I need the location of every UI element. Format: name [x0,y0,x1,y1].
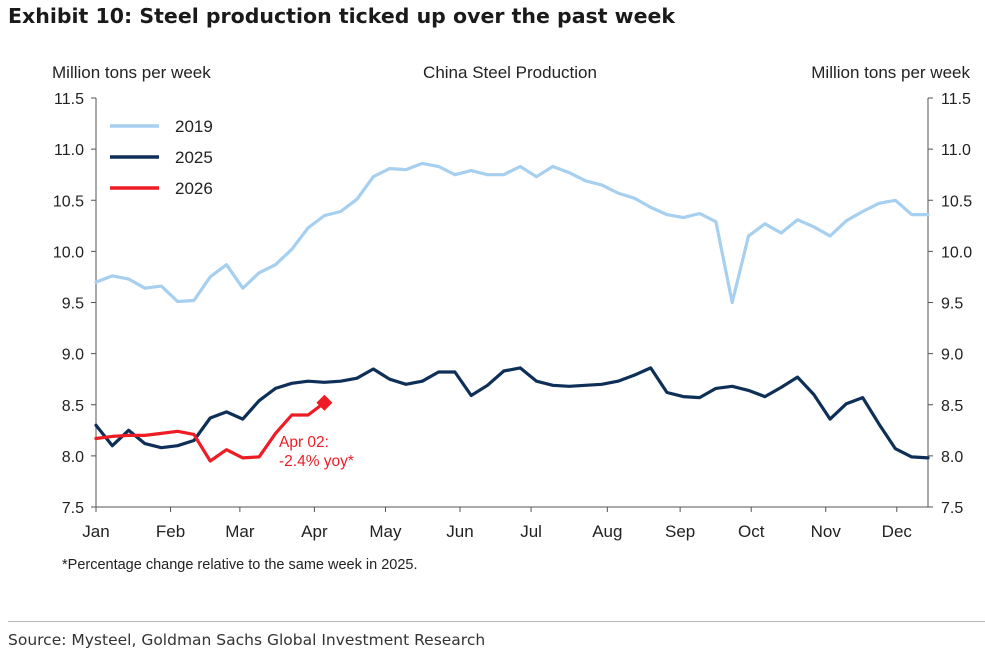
x-tick-label-apr: Apr [301,522,328,541]
x-tick-label-nov: Nov [811,522,842,541]
y-tick-label-right: 8.5 [941,398,963,415]
y-tick-label-left: 11.5 [54,91,84,108]
x-tick-label-jul: Jul [520,522,542,541]
y-tick-label-right: 11.5 [941,91,971,108]
y-tick-label-left: 9.0 [62,347,84,364]
x-tick-label-may: May [369,522,402,541]
y-tick-label-left: 8.0 [62,449,84,466]
y-tick-label-right: 9.0 [941,347,963,364]
y-tick-label-right: 9.5 [941,296,963,313]
y-tick-label-left: 8.5 [62,398,84,415]
y-tick-label-right: 8.0 [941,449,963,466]
x-tick-label-jan: Jan [82,522,109,541]
legend-label-2019: 2019 [175,117,213,136]
y-tick-label-left: 11.0 [54,142,84,159]
y-axis-label-right: Million tons per week [811,63,970,82]
source-note: Source: Mysteel, Goldman Sachs Global In… [8,631,486,649]
x-tick-label-oct: Oct [738,522,765,541]
annotation-date: Apr 02: [279,434,329,451]
latest-point-marker [316,394,333,411]
annotation-text: Apr 02: -2.4% yoy* [279,434,354,470]
x-tick-label-dec: Dec [882,522,913,541]
y-tick-label-right: 10.5 [941,193,972,210]
y-tick-label-left: 9.5 [62,296,84,313]
y-tick-label-left: 10.5 [53,193,84,210]
x-tick-label-feb: Feb [156,522,185,541]
series-line-2019 [94,161,930,305]
exhibit-title: Exhibit 10: Steel production ticked up o… [8,4,676,28]
series-line-2025 [94,366,930,460]
annotation-yoy: -2.4% yoy* [279,453,354,470]
y-tick-label-right: 11.0 [941,142,971,159]
chart-title: China Steel Production [423,63,597,82]
divider [8,621,985,622]
y-axis-label-left: Million tons per week [52,63,211,82]
x-tick-label-aug: Aug [592,522,622,541]
steel-production-chart: China Steel Production Million tons per … [52,63,972,541]
y-tick-label-left: 10.0 [53,244,84,261]
x-tick-label-mar: Mar [225,522,255,541]
series-line-2026 [94,401,326,463]
x-tick-label-sep: Sep [665,522,695,541]
y-tick-label-left: 7.5 [62,500,84,517]
y-tick-label-right: 10.0 [941,244,972,261]
legend-label-2025: 2025 [175,148,213,167]
legend-label-2026: 2026 [175,179,213,198]
x-tick-label-jun: Jun [446,522,473,541]
y-tick-label-right: 7.5 [941,500,963,517]
footnote: *Percentage change relative to the same … [62,557,418,573]
